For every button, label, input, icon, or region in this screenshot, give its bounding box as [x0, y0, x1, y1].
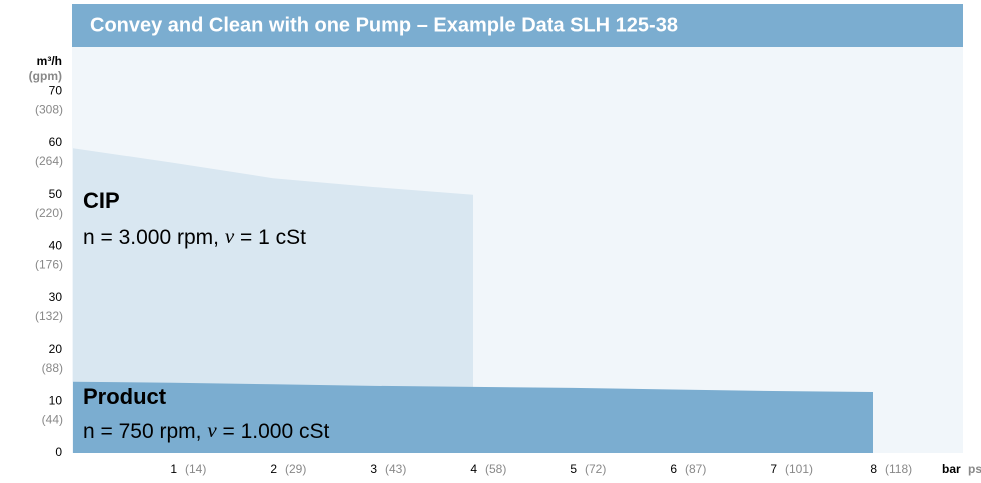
y-tick-label: 10 [49, 394, 63, 408]
title-bar [72, 4, 963, 47]
y-tick-label-secondary: (88) [42, 361, 63, 375]
x-tick-label-secondary: (14) [185, 462, 206, 476]
y-tick-label-secondary: (308) [35, 103, 63, 117]
y-tick-label: 70 [49, 84, 63, 98]
y-tick-label-secondary: (264) [35, 154, 63, 168]
x-tick-label-secondary: (87) [685, 462, 706, 476]
y-tick-label-secondary: (176) [35, 258, 63, 272]
chart-title: Convey and Clean with one Pump – Example… [90, 14, 678, 36]
x-tick-label: 2 [270, 462, 277, 476]
x-tick-label: 3 [370, 462, 377, 476]
series-note-part: = 1 cSt [234, 226, 306, 249]
x-tick-label: 4 [470, 462, 477, 476]
x-tick-label-secondary: (29) [285, 462, 306, 476]
x-tick-label-secondary: (118) [885, 462, 912, 476]
x-axis-label-secondary: psi [968, 462, 981, 476]
series-note: n = 3.000 rpm, ν = 1 cSt [83, 224, 306, 249]
y-tick-label: 30 [49, 290, 63, 304]
area [73, 148, 473, 453]
x-tick-label: 5 [570, 462, 577, 476]
x-tick-label: 7 [770, 462, 777, 476]
y-tick-label-secondary: (132) [35, 309, 63, 323]
series-note-part: n = 750 rpm, [83, 420, 207, 443]
y-tick-label-secondary: (220) [35, 206, 63, 220]
x-tick-label: 8 [870, 462, 877, 476]
x-tick-label-secondary: (72) [585, 462, 606, 476]
y-tick-label: 0 [55, 445, 62, 459]
series-note-part: n = 3.000 rpm, [83, 226, 225, 249]
x-axis-label: bar [942, 462, 961, 476]
series-label: CIP [83, 188, 120, 213]
series-note: n = 750 rpm, ν = 1.000 cSt [83, 418, 329, 443]
x-tick-label-secondary: (58) [485, 462, 506, 476]
area [73, 381, 873, 453]
y-axis-label-secondary: (gpm) [29, 69, 62, 83]
x-tick-label-secondary: (101) [785, 462, 813, 476]
y-tick-label: 60 [49, 135, 63, 149]
y-tick-label: 50 [49, 187, 63, 201]
x-tick-label-secondary: (43) [385, 462, 406, 476]
y-axis-label: m³/h [37, 54, 62, 68]
y-tick-label: 40 [49, 239, 63, 253]
series-note-part: = 1.000 cSt [217, 420, 330, 443]
y-tick-label: 20 [49, 342, 63, 356]
series-note-part: ν [225, 224, 235, 248]
series-label: Product [83, 384, 167, 409]
y-tick-label-secondary: (44) [42, 413, 63, 427]
x-tick-label: 6 [670, 462, 677, 476]
x-tick-label: 1 [170, 462, 177, 476]
series-note-part: ν [207, 418, 217, 442]
